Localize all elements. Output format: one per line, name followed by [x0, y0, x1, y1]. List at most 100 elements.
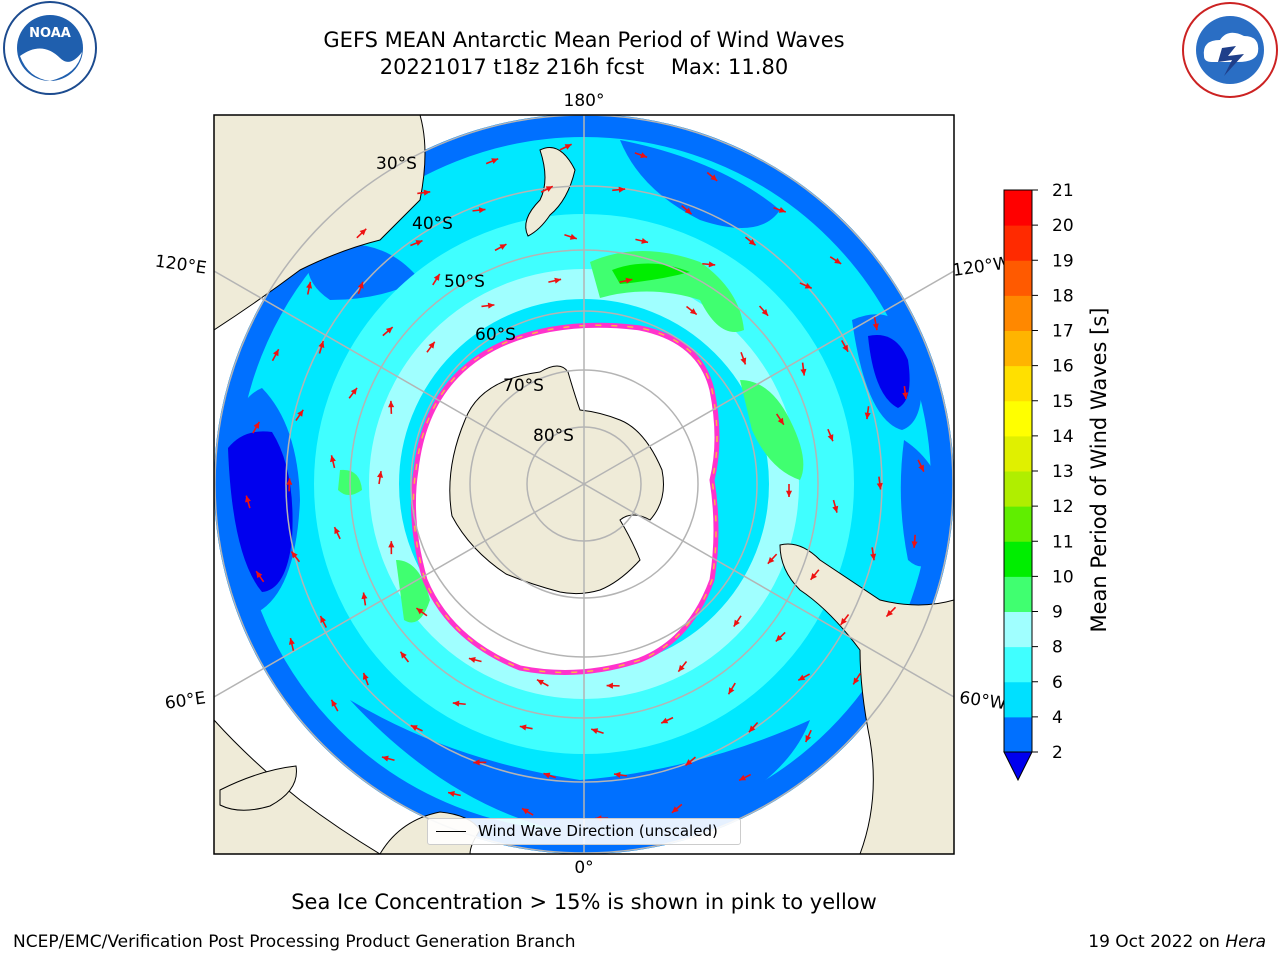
wave-arrow-head	[318, 341, 325, 348]
wave-arrow-head	[685, 759, 693, 766]
wave-arrow-head	[761, 309, 769, 316]
wave-arrow-head	[728, 687, 735, 695]
wave-arrow-head	[381, 755, 389, 762]
wave-arrow-head	[876, 482, 883, 490]
colorbar-tick-label: 13	[1052, 462, 1074, 482]
wave-arrow-head	[684, 207, 692, 215]
wave-arrow-head	[661, 717, 669, 724]
wave-arrow-head	[902, 392, 909, 400]
wave-arrow-head	[832, 505, 839, 513]
colorbar-segment	[1004, 506, 1032, 542]
wave-arrow-head	[804, 282, 812, 289]
wave-arrow-head	[272, 349, 279, 357]
lon-label-0: 0°	[574, 858, 593, 878]
madagascar	[219, 765, 297, 811]
noaa-wordmark: NOAA	[29, 26, 71, 41]
green-patch-west	[396, 560, 430, 623]
colorbar-segment	[1004, 646, 1032, 683]
south-america	[779, 543, 954, 854]
lat-label-40: 40°S	[412, 214, 453, 234]
wave-arrow-head	[886, 609, 893, 617]
colorbar-tick-label: 9	[1052, 603, 1063, 623]
wave-arrow-head	[805, 735, 812, 743]
wave-arrow-head	[329, 455, 336, 463]
wave-arrow-head	[361, 592, 368, 600]
new-zealand	[525, 147, 576, 237]
dark-patch-west	[228, 431, 293, 592]
wave-arrow-head	[357, 281, 364, 289]
wind-wave-arrows	[245, 143, 925, 822]
wave-arrow-head	[291, 551, 298, 559]
wave-arrow-head	[591, 728, 599, 735]
wave-arrow-head	[569, 233, 577, 240]
colorbar-segment	[1004, 716, 1032, 753]
lon-label-60W: 60°W	[958, 688, 1007, 714]
wave-arrow-head	[618, 186, 626, 193]
colorbar-segment	[1004, 190, 1032, 226]
wave-arrow-head	[536, 679, 544, 686]
wave-arrow-head	[428, 341, 435, 349]
lat-label-50: 50°S	[444, 272, 485, 292]
colorbar-segment	[1004, 576, 1032, 612]
footer-branch: NCEP/EMC/Verification Post Processing Pr…	[13, 932, 576, 952]
wave-arrow-head	[320, 615, 327, 623]
dark-patch-east	[868, 335, 910, 408]
wave-arrow-head	[334, 527, 340, 535]
wave-arrow-head	[416, 608, 424, 615]
wave-arrow-head	[253, 421, 260, 429]
wave-arrow-head	[870, 553, 877, 561]
lat-label-30: 30°S	[376, 154, 417, 174]
wave-arrow-head	[918, 464, 924, 472]
colorbar-tick-label: 19	[1052, 251, 1074, 271]
wave-arrow-head	[350, 387, 358, 395]
wave-arrow-head	[297, 409, 304, 417]
lon-label-120W: 120°W	[951, 253, 1011, 281]
colorbar-tick-label: 17	[1052, 322, 1074, 342]
wave-arrow-head	[245, 495, 251, 503]
wave-arrow-head	[521, 808, 529, 815]
wave-arrow-head	[842, 344, 849, 352]
colorbar-tick-label: 10	[1052, 567, 1074, 587]
colorbar-tick-label: 20	[1052, 216, 1074, 236]
colorbar-segment	[1004, 295, 1032, 331]
wave-arrow-head	[433, 273, 440, 281]
wave-arrow-head	[625, 277, 633, 284]
legend-text: Wind Wave Direction (unscaled)	[478, 822, 718, 840]
colorbar-tick-label: 14	[1052, 427, 1074, 447]
wave-arrow-head	[385, 327, 393, 334]
colorbar-tick-label: 15	[1052, 392, 1074, 412]
antarctica-top	[449, 365, 664, 595]
wave-arrow-head	[499, 244, 507, 250]
wave-arrow-head	[491, 158, 499, 164]
wave-arrow-head	[614, 771, 621, 778]
wave-arrow-head	[473, 759, 480, 766]
wave-arrow-head	[748, 238, 756, 246]
wave-arrow-head	[710, 174, 718, 181]
colorbar-segment	[1004, 330, 1032, 367]
wave-arrow-head	[564, 144, 572, 150]
wave-arrow-head	[778, 207, 786, 213]
wave-arrow-head	[800, 368, 807, 376]
colorbar-extend-triangle	[1003, 751, 1033, 782]
colorbar-segment	[1004, 225, 1032, 261]
wave-arrow-head	[286, 478, 293, 485]
wave-arrow-head	[740, 357, 747, 365]
wave-arrow-head	[388, 400, 395, 408]
africa-edge	[214, 719, 381, 854]
wave-arrow-head	[678, 664, 685, 672]
colorbar-segment	[1004, 435, 1032, 472]
wave-arrow-head	[423, 189, 431, 196]
blue-patch-southeast	[900, 440, 950, 567]
blue-patch-northwest	[307, 244, 420, 300]
green-patch-east	[740, 380, 804, 480]
colorbar-segment	[1004, 611, 1032, 648]
colorbar-tick-label: 4	[1052, 708, 1063, 728]
wave-arrow-head	[767, 556, 775, 564]
footer-host: Hera	[1225, 932, 1266, 952]
legend-line-icon	[436, 831, 466, 832]
colorbar-tick-label: 18	[1052, 286, 1074, 306]
colorbar-label: Mean Period of Wind Waves [s]	[1087, 308, 1111, 633]
colorbar-segment	[1004, 365, 1032, 402]
wave-arrow-head	[388, 541, 395, 548]
blue-patch-north	[620, 140, 780, 228]
